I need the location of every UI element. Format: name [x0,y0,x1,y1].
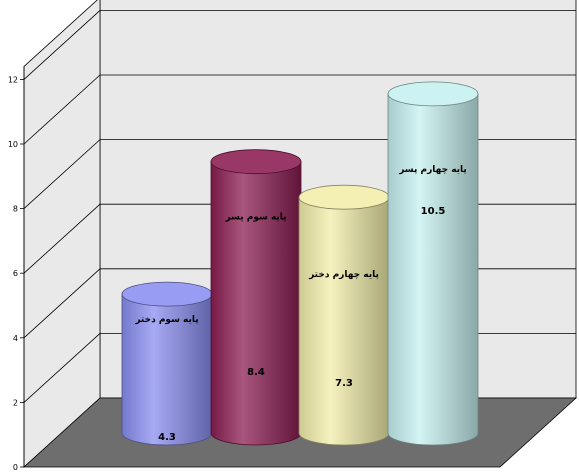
category-label: پایه سوم پسر [224,213,286,223]
y-tick-label: 10 [8,140,18,149]
data-label: 4.3 [158,432,176,443]
bar-top [387,81,479,107]
category-label: پایه چهارم دختر [308,270,379,280]
y-tick-label: 12 [8,75,18,84]
bar-top [121,281,213,307]
y-axis: 0 2 4 6 8 10 12 [8,66,25,472]
gridline [23,9,576,80]
bars [121,81,479,446]
gridline [23,74,576,145]
bar-top [298,184,390,210]
data-label: 8.4 [247,367,265,378]
y-tick-label: 8 [13,205,18,214]
bar-labels: پایه سوم دختر 4.3 پایه سوم پسر 8.4 پایه چهار… [134,165,466,443]
data-label: 10.5 [421,206,446,217]
side-wall [23,0,101,468]
bar [298,196,390,446]
bar-top [210,149,302,175]
y-tick-label: 0 [13,463,18,472]
bar [387,93,479,446]
bar [210,161,302,446]
category-label: پایه چهارم پسر [398,165,467,175]
y-tick-label: 6 [13,269,18,278]
category-label: پایه سوم دختر [134,315,198,325]
y-tick-label: 2 [13,398,18,407]
bar [121,293,213,446]
y-tick-label: 4 [13,334,18,343]
data-label: 7.3 [335,378,353,389]
